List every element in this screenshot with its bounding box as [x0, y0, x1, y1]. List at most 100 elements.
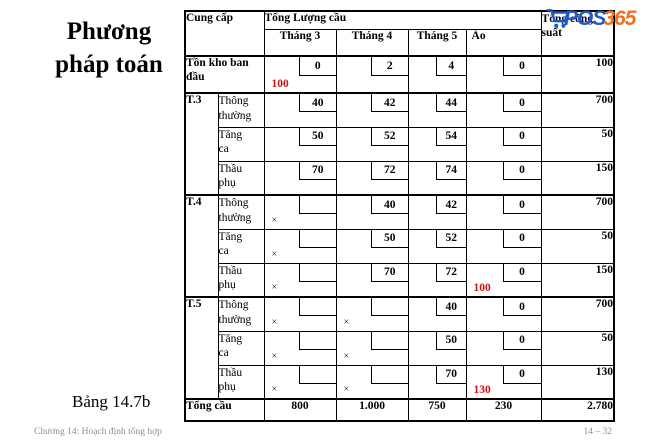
tableau-cell: × — [263, 330, 337, 366]
grand-total: 2.780 — [540, 398, 615, 422]
cost-box: 0 — [502, 95, 541, 112]
cost-box: 0 — [502, 58, 541, 76]
table-row: Tăng ca 50 52 54 0 50 — [185, 126, 615, 162]
cost-box: 0 — [502, 299, 541, 316]
total-demand-dummy: 230 — [465, 398, 542, 422]
cost-box — [371, 366, 408, 384]
header-supply: Cung cấp — [184, 10, 265, 57]
capacity-value: 150 — [540, 160, 615, 196]
tableau-cell: 70 — [407, 364, 467, 400]
cost-value: 0 — [519, 130, 525, 142]
table-row: Tăng ca × × 50 0 50 — [185, 330, 615, 366]
tableau-cell: × — [263, 364, 337, 400]
tableau-cell: × — [335, 330, 409, 366]
cost-value: 40 — [445, 300, 458, 313]
total-demand-month-4: 1.000 — [335, 398, 409, 422]
cost-value: 2 — [386, 60, 393, 72]
tableau-cell: 50 — [335, 228, 409, 264]
cost-value: 0 — [519, 232, 525, 244]
cost-box: 0 — [502, 197, 541, 214]
capacity-value: 150 — [540, 262, 615, 298]
cost-box: 50 — [299, 128, 336, 146]
cost-value: 42 — [445, 198, 458, 211]
row-label: Thầu phụ — [217, 160, 265, 196]
header-month-3: Tháng 3 — [263, 28, 337, 57]
tableau-cell: × — [263, 262, 337, 298]
tableau-cell: 50 — [263, 126, 337, 162]
cost-value: 50 — [445, 334, 458, 346]
cost-box: 0 — [502, 128, 541, 146]
blocked-x-mark: × — [271, 350, 278, 362]
tableau-cell: 42 — [335, 92, 409, 128]
header-month-4: Tháng 4 — [335, 28, 409, 57]
tableau-cell: × — [263, 296, 337, 332]
tableau-cell: 0 130 — [465, 364, 542, 400]
table-row: Thầu phụ × 70 72 0 100 150 — [185, 262, 615, 298]
cost-box: 70 — [371, 264, 408, 282]
cost-value: 72 — [384, 164, 396, 176]
cost-box: 0 — [502, 366, 541, 384]
table-row: Tăng ca × 50 52 0 50 — [185, 228, 615, 264]
cost-value: 0 — [314, 60, 321, 72]
total-row-label: Tổng cầu — [184, 398, 265, 422]
transportation-table: Cung cấp Tổng Lượng cầu Tổng công suất T… — [184, 10, 616, 422]
blocked-x-mark: × — [271, 248, 278, 260]
cost-box — [299, 332, 336, 350]
cost-box: 0 — [502, 332, 541, 350]
capacity-value: 50 — [540, 126, 615, 162]
table-row: Tồn kho ban đầu 0 100 2 4 0 100 — [184, 55, 615, 94]
allocation-value: 130 — [473, 384, 491, 397]
cost-value: 0 — [519, 164, 525, 176]
cost-box: 0 — [502, 264, 541, 282]
cost-box: 74 — [436, 162, 466, 180]
cost-box: 54 — [436, 128, 466, 146]
table-row: T.5 Thông thường × × 40 0 700 — [184, 296, 615, 400]
row-label: Tồn kho ban đầu — [184, 55, 265, 94]
tableau-cell: 4 — [407, 55, 467, 94]
tableau-cell: 72 — [407, 262, 467, 298]
blocked-x-mark: × — [271, 316, 278, 328]
tableau-cell: 42 — [407, 194, 467, 230]
tableau-cell: 44 — [407, 92, 467, 128]
cost-box: 70 — [299, 162, 336, 180]
cost-value: 0 — [519, 334, 525, 346]
page-title: Phương pháp toán — [55, 18, 163, 78]
blocked-x-mark: × — [343, 384, 350, 395]
group-label: T.3 — [184, 92, 219, 196]
logo-text-pos: POS — [564, 7, 606, 30]
blocked-x-mark: × — [343, 316, 350, 328]
cost-value: 52 — [445, 232, 458, 244]
cost-value: 40 — [312, 96, 324, 109]
cost-box: 4 — [436, 58, 466, 76]
cost-box: 72 — [436, 264, 466, 282]
cost-value: 72 — [445, 266, 458, 278]
tableau-cell: 40 — [407, 296, 467, 332]
row-label: Tăng ca — [217, 228, 265, 264]
footer-page-number: 14 – 32 — [583, 427, 613, 437]
cost-value: 0 — [519, 368, 525, 380]
cost-box — [299, 230, 336, 248]
tableau-cell: × — [335, 296, 409, 332]
cost-box: 50 — [371, 230, 408, 248]
cost-value: 50 — [384, 232, 396, 244]
cost-box: 2 — [371, 58, 408, 76]
cost-value: 40 — [384, 198, 396, 211]
cost-value: 0 — [519, 60, 525, 72]
cost-value: 4 — [448, 60, 455, 72]
blocked-x-mark: × — [343, 350, 350, 362]
capacity-value: 700 — [540, 296, 615, 332]
capacity-value: 50 — [540, 330, 615, 366]
header-month-5: Tháng 5 — [407, 28, 467, 57]
capacity-value: 700 — [540, 92, 615, 128]
cost-value: 50 — [312, 130, 324, 142]
footer-chapter: Chương 14: Hoạch định tổng hợp — [34, 427, 162, 437]
tableau-cell: × — [263, 194, 337, 230]
allocation-value: 100 — [473, 282, 491, 295]
tableau-cell: 0 — [465, 296, 542, 332]
pos365-logo: POS 365 — [546, 7, 636, 30]
tableau-cell: 0 100 — [263, 55, 337, 94]
cost-box: 70 — [436, 366, 466, 384]
capacity-value: 700 — [540, 194, 615, 230]
table-row: T.3 Thông thường 40 42 44 0 700 — [184, 92, 615, 196]
